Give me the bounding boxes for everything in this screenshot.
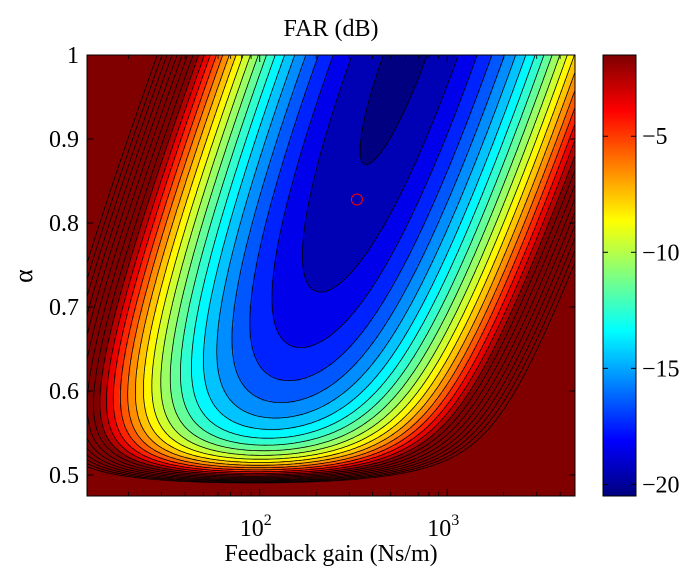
contour-line [216, 54, 517, 419]
y-tick-label: 0.5 [49, 463, 79, 489]
contour-line [359, 54, 428, 165]
colorbar-tick-label: −5 [642, 124, 668, 150]
contour-line [169, 54, 553, 452]
y-axis-label: α [9, 269, 38, 283]
chart-title: FAR (dB) [284, 16, 379, 42]
contour-line [191, 54, 536, 439]
contour-line [86, 54, 576, 484]
contour-line [151, 54, 568, 460]
plot-area: 0.5 0.6 0.7 0.8 0.9 1 102 103 [49, 43, 576, 542]
contour-line [249, 54, 493, 382]
contour-line [86, 54, 576, 479]
contour-line [143, 54, 575, 463]
contour-line [302, 54, 459, 293]
colorbar-tick-label: −15 [642, 356, 680, 382]
contour-line [119, 54, 576, 471]
contour-line [93, 54, 576, 477]
y-tick-label: 0.7 [49, 295, 79, 321]
x-axis-label: Feedback gain (Ns/m) [224, 541, 437, 567]
optimum-marker [350, 193, 363, 206]
colorbar-tick-label: −20 [642, 472, 680, 498]
contour-line [86, 54, 576, 481]
contour-line [203, 54, 527, 430]
contour-line [127, 54, 576, 469]
colorbar-gradient [603, 55, 636, 496]
plot-frame [86, 54, 576, 497]
y-axis-ticks: 0.5 0.6 0.7 0.8 0.9 1 [49, 43, 575, 489]
contour-line [99, 54, 576, 476]
y-tick-label: 0.9 [49, 127, 79, 153]
y-tick-label: 1 [67, 43, 79, 69]
contour-line [231, 54, 505, 403]
x-tick-exponent: 2 [264, 512, 272, 529]
contour-line [271, 54, 478, 348]
contour-line [112, 54, 576, 473]
contour-line [135, 54, 576, 466]
y-tick-label: 0.8 [49, 211, 79, 237]
contour-line [86, 54, 576, 482]
colorbar-frame [602, 54, 637, 497]
y-tick-label: 0.6 [49, 379, 79, 405]
x-tick-label: 102 [240, 512, 272, 542]
colorbar-ticks: −5 −10 −15 −20 [603, 124, 680, 498]
colorbar: −5 −10 −15 −20 [602, 54, 680, 498]
x-tick-exponent: 3 [451, 512, 459, 529]
colorbar-tick-label: −10 [642, 240, 680, 266]
contour-line [160, 54, 561, 456]
contour-line [180, 54, 545, 446]
contour-lines [86, 54, 576, 484]
x-tick-label: 103 [427, 512, 459, 542]
contour-line [86, 54, 576, 481]
contour-line [86, 54, 576, 478]
contour-line [106, 54, 576, 474]
